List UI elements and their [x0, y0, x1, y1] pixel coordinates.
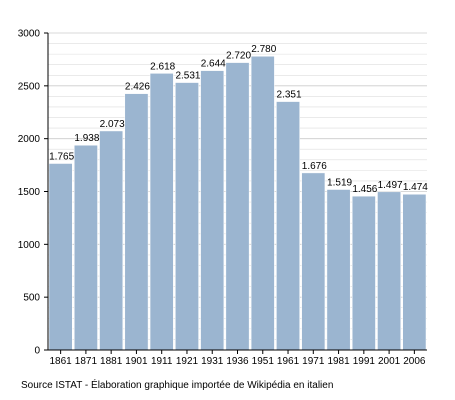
- y-tick-label: 0: [34, 346, 40, 357]
- x-tick-label: 1881: [100, 356, 123, 367]
- x-tick-label: 1901: [125, 356, 148, 367]
- bar-value-label: 2.426: [125, 82, 150, 93]
- bar: [402, 193, 427, 351]
- y-tick-label: 1500: [18, 187, 41, 198]
- bars: [48, 55, 427, 351]
- bar: [124, 93, 149, 351]
- y-tick-label: 2000: [18, 134, 41, 145]
- y-tick-label: 2500: [18, 81, 41, 92]
- y-tick-label: 3000: [18, 29, 41, 40]
- x-tick-label: 1961: [277, 356, 300, 367]
- bar: [175, 82, 199, 351]
- y-tick-label: 500: [23, 293, 40, 304]
- bar: [250, 55, 275, 351]
- x-tick-label: 2001: [378, 356, 401, 367]
- bar-value-label: 2.073: [100, 119, 125, 130]
- x-tick-label: 1981: [327, 356, 350, 367]
- bar: [149, 73, 174, 351]
- bar-value-label: 2.531: [175, 71, 200, 82]
- y-tick-label: 1000: [18, 240, 41, 251]
- x-tick-label: 1951: [252, 356, 275, 367]
- bar-value-label: 2.780: [251, 44, 276, 55]
- x-tick-label: 1931: [201, 356, 224, 367]
- x-tick-label: 1861: [50, 356, 73, 367]
- bar: [377, 191, 401, 351]
- bar-value-label: 2.351: [277, 90, 302, 101]
- bar: [225, 62, 250, 351]
- x-tick-label: 1991: [353, 356, 376, 367]
- bar: [276, 101, 300, 351]
- bar-value-label: 1.938: [74, 133, 99, 144]
- bar: [301, 172, 326, 351]
- bar-value-label: 1.497: [378, 180, 403, 191]
- x-tick-label: 1871: [75, 356, 98, 367]
- bar: [48, 163, 73, 351]
- bar-value-label: 2.720: [226, 51, 251, 62]
- bar: [326, 189, 351, 351]
- bar-value-label: 1.456: [352, 184, 377, 195]
- x-tick-label: 1936: [226, 356, 249, 367]
- bar: [99, 130, 124, 351]
- bar: [200, 70, 225, 351]
- axes: 0 500 1000 1500 2000 2500 3000 1861 1871 1881 1901…: [18, 29, 427, 367]
- bar-value-label: 1.765: [49, 151, 74, 162]
- bar-value-label: 1.676: [302, 161, 327, 172]
- bar: [351, 195, 376, 351]
- bar: [74, 144, 98, 351]
- source-caption: Source ISTAT - Élaboration graphique imp…: [21, 380, 334, 391]
- x-tick-label: 1921: [176, 356, 199, 367]
- x-tick-label: 1971: [302, 356, 325, 367]
- bar-value-label: 2.618: [150, 61, 175, 72]
- bar-value-label: 2.644: [201, 59, 226, 70]
- bar-value-label: 1.474: [403, 182, 428, 193]
- x-tick-label: 2006: [403, 356, 426, 367]
- bar-value-label: 1.519: [327, 177, 352, 188]
- x-tick-label: 1911: [151, 356, 173, 367]
